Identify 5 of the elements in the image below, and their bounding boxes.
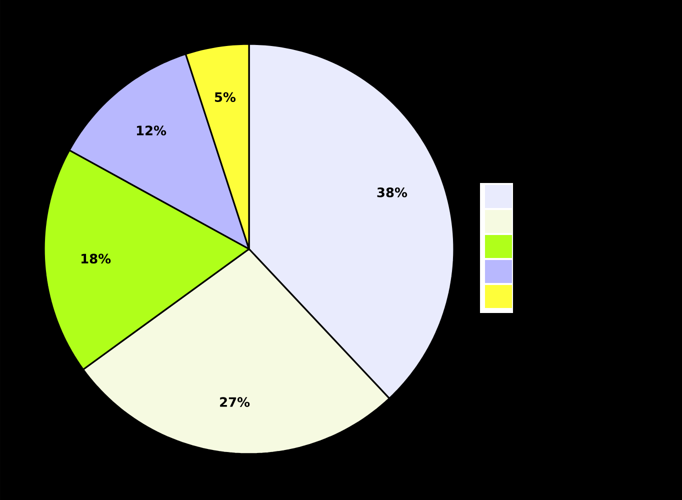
data-label: 38% <box>377 187 408 198</box>
data-label: 12% <box>136 126 166 136</box>
data-label: 5% <box>214 92 236 102</box>
data-label: 27% <box>220 397 250 407</box>
data-label: 18% <box>82 254 111 264</box>
